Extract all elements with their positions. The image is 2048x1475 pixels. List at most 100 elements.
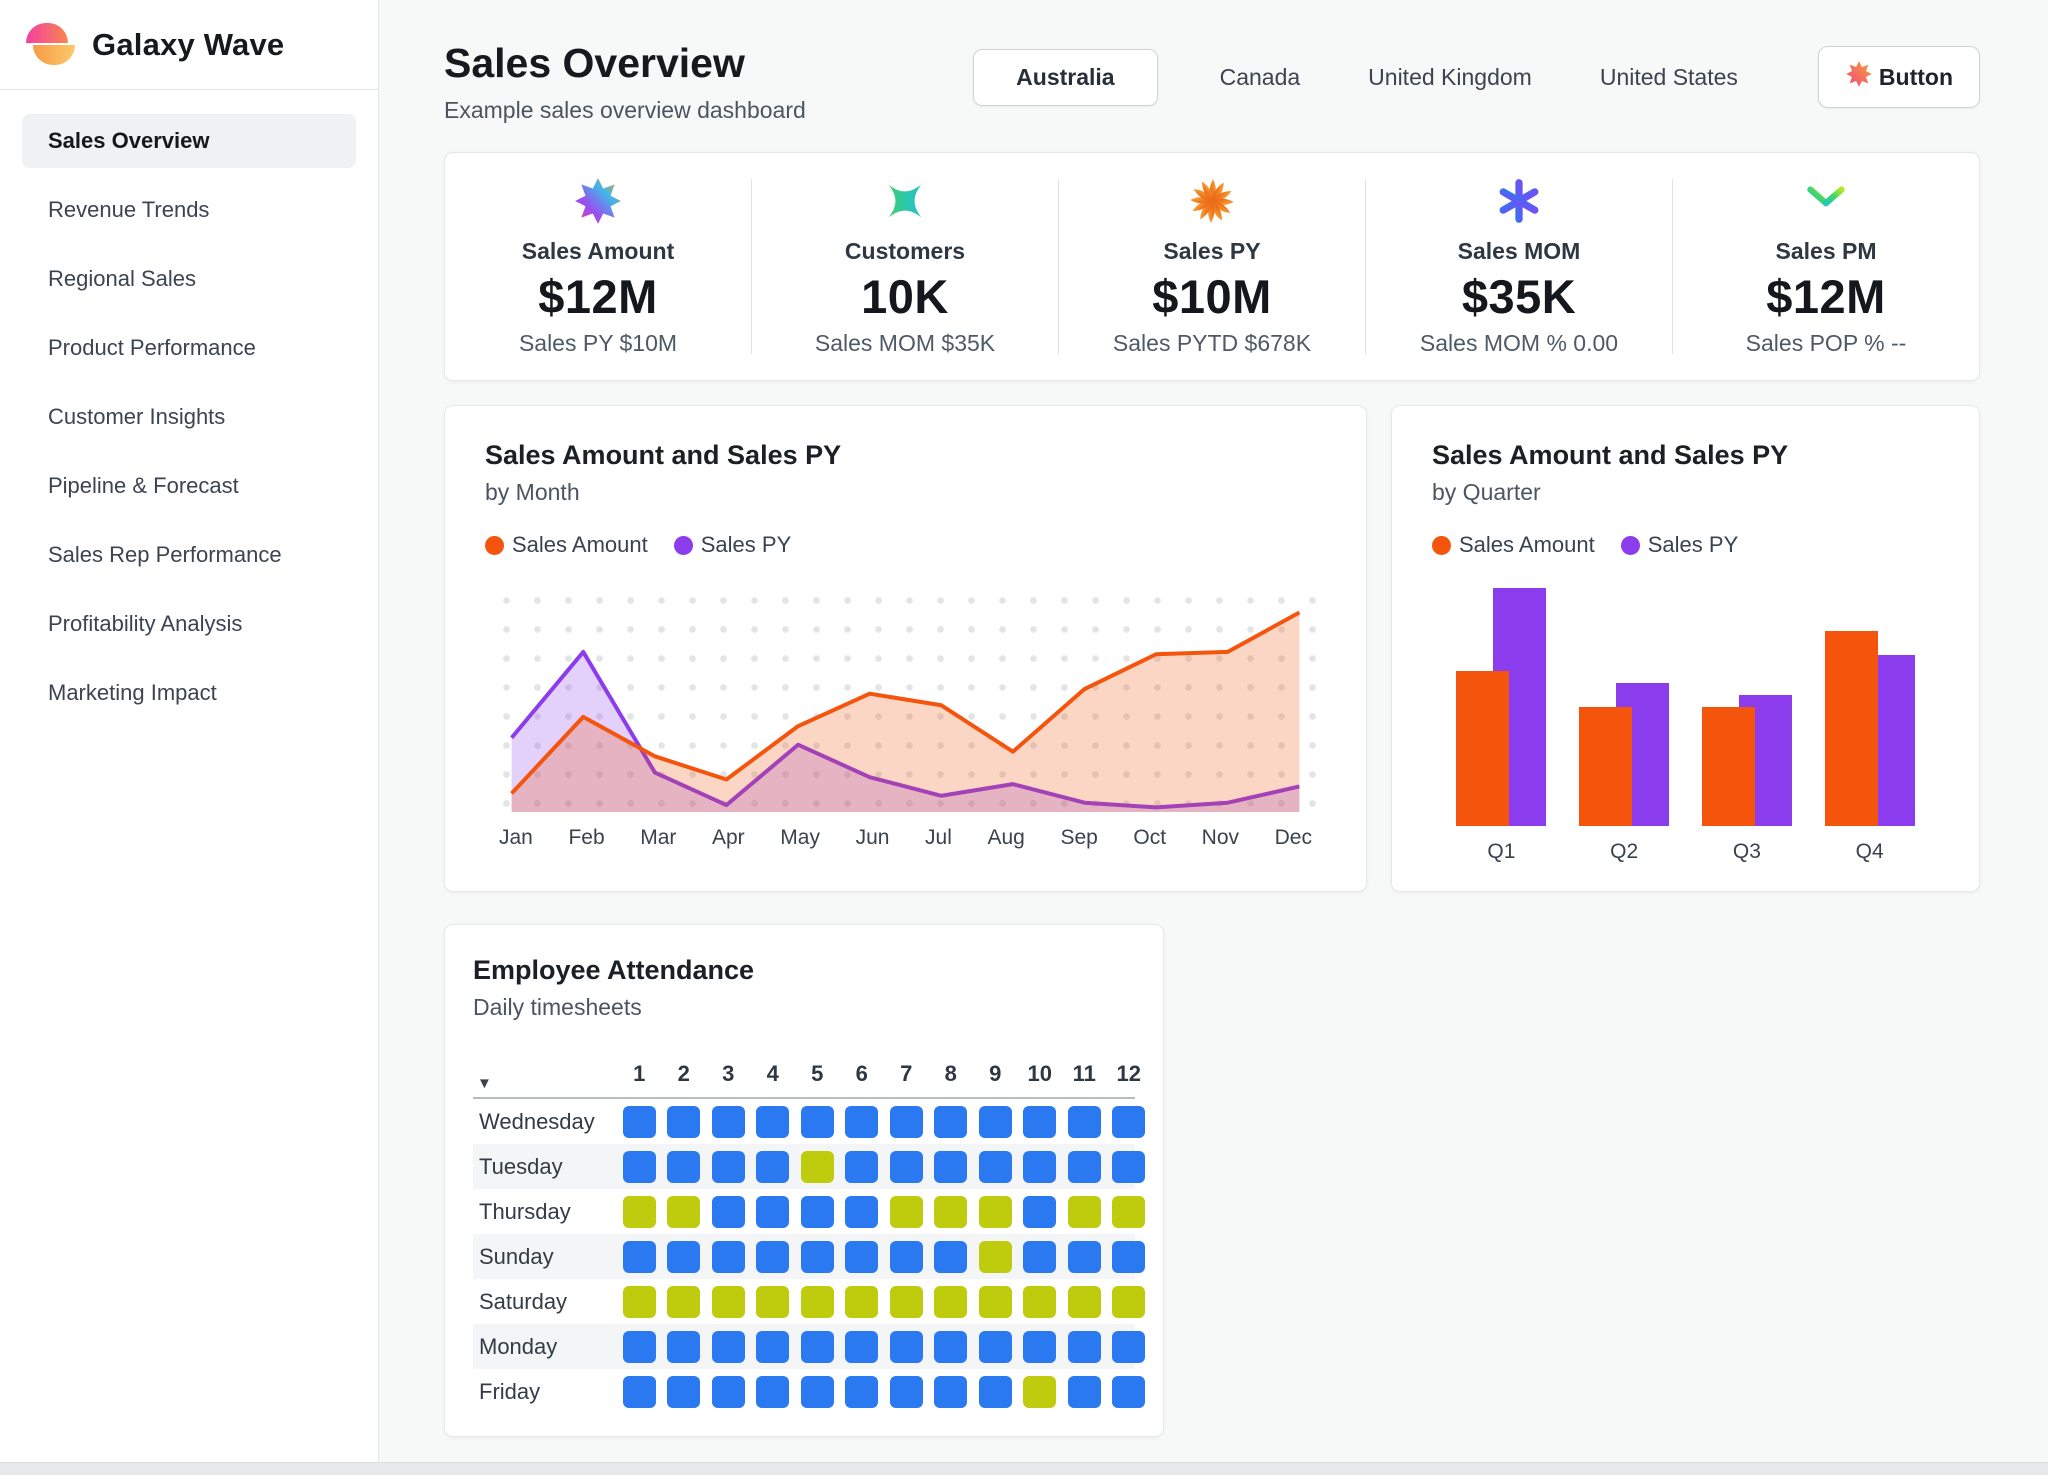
sidebar-item-sales-rep-performance[interactable]: Sales Rep Performance — [48, 542, 282, 567]
bar-group-q3 — [1701, 588, 1792, 827]
sidebar-item-customer-insights[interactable]: Customer Insights — [48, 404, 226, 429]
legend-label: Sales Amount — [1459, 532, 1595, 558]
heatmap-column-header[interactable]: 11 — [1072, 1061, 1096, 1087]
heatmap-cell-blue — [889, 1330, 923, 1363]
day-label: Thursday — [479, 1198, 571, 1224]
sidebar-item-marketing-impact[interactable]: Marketing Impact — [48, 680, 217, 705]
kpi-value: 10K — [861, 270, 949, 324]
main-content: Sales Overview Example sales overview da… — [380, 0, 2048, 1462]
quarter-chart-legend: Sales Amount Sales PY — [1432, 532, 1939, 558]
month-label: Feb — [568, 826, 605, 850]
kpi-subvalue: Sales PY $10M — [518, 330, 678, 357]
heatmap-column-header[interactable]: 4 — [766, 1061, 779, 1087]
heatmap-column-header[interactable]: 10 — [1027, 1061, 1052, 1087]
app-logo-row: Galaxy Wave — [0, 0, 378, 90]
tab-united-kingdom[interactable]: United Kingdom — [1368, 63, 1532, 90]
legend-dot — [1432, 535, 1451, 555]
heatmap-cell-green — [1023, 1375, 1057, 1408]
heatmap-cell-blue — [889, 1150, 923, 1183]
heatmap-cell-blue — [711, 1150, 745, 1183]
heatmap-cell-blue — [1112, 1330, 1146, 1363]
sidebar-item-profitability-analysis[interactable]: Profitability Analysis — [48, 611, 243, 636]
bar-sales-amount — [1701, 707, 1755, 827]
heatmap-cell-green — [978, 1285, 1012, 1318]
charts-row: Sales Amount and Sales PY by Month Sales… — [444, 405, 1980, 893]
heatmap-column-header[interactable]: 8 — [944, 1061, 957, 1087]
heatmap-cell-blue — [845, 1150, 879, 1183]
month-label: May — [780, 826, 820, 850]
heatmap-cell-blue — [934, 1105, 968, 1138]
sidebar-item-revenue-trends[interactable]: Revenue Trends — [48, 197, 210, 222]
heatmap-cell-blue — [1112, 1150, 1146, 1183]
attendance-heatmap: ▼ 1 2 3 4 5 6 7 8 9 10 11 12 Wednesday Tuesday Thursday… — [473, 1043, 1146, 1414]
heatmap-cell-blue — [1112, 1240, 1146, 1273]
heatmap-column-header[interactable]: 2 — [677, 1061, 690, 1087]
heatmap-row-sunday: Sunday — [473, 1234, 1146, 1280]
heatmap-column-header[interactable]: 3 — [722, 1061, 735, 1087]
heatmap-cell-blue — [1023, 1240, 1057, 1273]
tab-united-states[interactable]: United States — [1599, 63, 1738, 90]
kpi-subvalue: Sales MOM % 0.00 — [1419, 330, 1619, 357]
bar-sales-amount — [1456, 671, 1510, 827]
heatmap-cell-blue — [756, 1150, 790, 1183]
asterisk-6-icon — [1494, 176, 1544, 226]
employee-attendance-card: Employee Attendance Daily timesheets ▼ 1 2… — [444, 924, 1164, 1438]
tab-australia[interactable]: Australia — [973, 48, 1158, 106]
heatmap-column-header[interactable]: 1 — [633, 1061, 646, 1087]
heatmap-cell-blue — [1023, 1105, 1057, 1138]
sidebar-item-product-performance[interactable]: Product Performance — [48, 335, 256, 360]
heatmap-cell-green — [1112, 1285, 1146, 1318]
action-button[interactable]: Button — [1817, 46, 1980, 108]
quarter-axis-labels: Q1 Q2 Q3 Q4 — [1432, 826, 1939, 864]
heatmap-cell-green — [800, 1285, 834, 1318]
month-label: Mar — [640, 826, 677, 850]
starburst-icon — [1845, 60, 1873, 94]
heatmap-cell-blue — [934, 1330, 968, 1363]
sidebar-item-regional-sales[interactable]: Regional Sales — [48, 266, 196, 291]
heatmap-cell-green — [622, 1285, 656, 1318]
heatmap-cell-blue — [756, 1375, 790, 1408]
day-label: Sunday — [479, 1243, 554, 1269]
sort-descending-icon[interactable]: ▼ — [477, 1075, 492, 1093]
heatmap-cell-blue — [756, 1330, 790, 1363]
heatmap-cell-blue — [1067, 1150, 1101, 1183]
heatmap-column-header[interactable]: 7 — [900, 1061, 913, 1087]
month-chart-legend: Sales Amount Sales PY — [485, 532, 1326, 558]
tab-canada[interactable]: Canada — [1219, 63, 1301, 90]
heatmap-column-header[interactable]: 5 — [811, 1061, 824, 1087]
heatmap-column-header[interactable]: 6 — [855, 1061, 868, 1087]
heatmap-cell-blue — [978, 1375, 1012, 1408]
heatmap-cell-blue — [667, 1330, 701, 1363]
sales-by-quarter-card: Sales Amount and Sales PY by Quarter Sal… — [1391, 405, 1980, 893]
heatmap-cell-blue — [889, 1105, 923, 1138]
quarter-label: Q4 — [1855, 840, 1884, 864]
day-label: Saturday — [479, 1288, 568, 1314]
horizontal-scrollbar[interactable] — [0, 1462, 2048, 1475]
bar-sales-amount — [1579, 707, 1633, 827]
sidebar-item-pipeline-forecast[interactable]: Pipeline & Forecast — [48, 473, 239, 498]
sidebar-nav: Sales Overview Revenue Trends Regional Sal… — [0, 90, 378, 759]
sidebar-item-sales-overview[interactable]: Sales Overview — [22, 114, 356, 168]
heatmap-cell-blue — [1023, 1195, 1057, 1228]
heatmap-cell-blue — [1067, 1105, 1101, 1138]
action-button-label: Button — [1878, 63, 1953, 90]
page-title: Sales Overview — [444, 40, 745, 86]
day-label: Wednesday — [479, 1108, 595, 1134]
heatmap-row-thursday: Thursday — [473, 1189, 1146, 1234]
month-label: Sep — [1060, 826, 1098, 850]
legend-entry-sales-py: Sales PY — [1620, 532, 1738, 558]
heatmap-cell-blue — [711, 1375, 745, 1408]
month-label: Jun — [855, 826, 890, 850]
bar-group-q1 — [1456, 588, 1547, 827]
heatmap-cell-green — [756, 1285, 790, 1318]
heatmap-cell-blue — [934, 1150, 968, 1183]
heatmap-column-header[interactable]: 12 — [1116, 1061, 1141, 1087]
heatmap-cell-green — [934, 1195, 968, 1228]
heatmap-column-header[interactable]: 9 — [989, 1061, 1002, 1087]
kpi-sales-amount: Sales Amount $12M Sales PY $10M — [445, 178, 751, 357]
heatmap-row-wednesday: Wednesday — [473, 1099, 1146, 1144]
kpi-sales-pm: Sales PM $12M Sales POP % -- — [1672, 178, 1979, 356]
bar-group-q2 — [1579, 588, 1670, 827]
pinwheel-icon — [1187, 176, 1237, 226]
country-tabs: Australia Canada United Kingdom United Stat… — [973, 48, 1744, 106]
